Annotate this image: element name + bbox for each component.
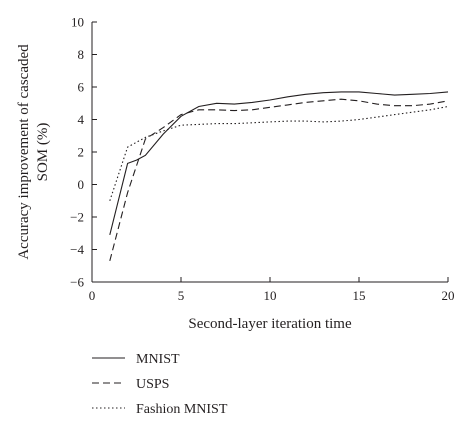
y-tick-label: −4 — [70, 242, 84, 257]
axes — [91, 22, 448, 283]
y-tick-label: −6 — [70, 275, 84, 290]
y-ticks: −6 −4 −2 0 2 4 6 8 10 — [70, 15, 97, 290]
x-tick-label: 0 — [89, 288, 96, 303]
series-line-mnist — [109, 91, 449, 236]
y-axis-title-line-1: Accuracy improvement of cascaded — [16, 44, 32, 260]
y-tick-label: 0 — [78, 177, 85, 192]
series-group — [109, 91, 449, 262]
x-tick-label: 20 — [442, 288, 455, 303]
x-tick-label: 15 — [353, 288, 366, 303]
y-tick-label: 6 — [78, 80, 85, 95]
y-tick-label: 2 — [78, 145, 85, 160]
y-tick-label: 8 — [78, 47, 85, 62]
y-tick-label: −2 — [70, 210, 84, 225]
series-line-fashion-mnist — [109, 105, 449, 201]
x-tick-label: 5 — [178, 288, 185, 303]
x-axis-title: Second-layer iteration time — [188, 316, 352, 332]
y-tick-label: 10 — [71, 15, 84, 30]
y-tick-label: 4 — [78, 112, 85, 127]
legend-label: USPS — [136, 377, 169, 392]
legend-label: Fashion MNIST — [136, 402, 228, 417]
legend: MNIST USPS Fashion MNIST — [92, 352, 228, 417]
x-ticks: 0 5 10 15 20 — [89, 277, 455, 303]
series-line-usps — [109, 98, 449, 262]
legend-label: MNIST — [136, 352, 180, 367]
x-tick-label: 10 — [264, 288, 277, 303]
y-axis-title-line-2: SOM (%) — [35, 123, 51, 182]
